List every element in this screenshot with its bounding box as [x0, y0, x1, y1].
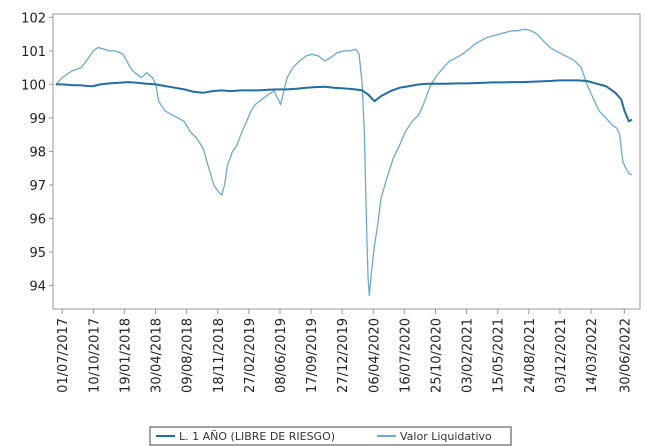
- legend: L. 1 AÑO (LIBRE DE RIESGO) Valor Liquida…: [149, 426, 512, 446]
- x-tick-label-14-03-2022: 14/03/2022: [585, 318, 600, 393]
- y-tick-label-99: 99: [29, 112, 46, 127]
- y-axis: 94 95 96 97 98 99 100 101 102: [21, 11, 53, 295]
- x-tick-label-09-08-2018: 09/08/2018: [181, 318, 196, 393]
- x-tick-label-03-12-2021: 03/12/2021: [554, 318, 569, 393]
- x-tick-label-27-02-2019: 27/02/2019: [243, 318, 258, 393]
- legend-label-valor-liquidativo: Valor Liquidativo: [400, 430, 492, 443]
- y-tick-label-100: 100: [21, 78, 46, 93]
- legend-label-l-1-ano: L. 1 AÑO (LIBRE DE RIESGO): [179, 430, 335, 443]
- plot-area: [52, 13, 641, 310]
- x-tick-label-17-09-2019: 17/09/2019: [305, 318, 320, 393]
- x-axis: 01/07/2017 10/10/2017 19/01/2018 30/04/2018…: [56, 309, 633, 393]
- series-line-l-1-ano-libre-de-riesgo: [55, 79, 633, 123]
- x-tick-label-19-01-2018: 19/01/2018: [118, 318, 133, 393]
- series-line-valor-liquidativo: [55, 28, 633, 297]
- x-tick-label-24-08-2021: 24/08/2021: [523, 318, 538, 393]
- y-tick-label-96: 96: [29, 212, 46, 227]
- x-tick-label-18-11-2018: 18/11/2018: [212, 318, 227, 393]
- y-tick-label-94: 94: [29, 280, 46, 295]
- x-tick-label-01-07-2017: 01/07/2017: [56, 318, 71, 393]
- y-tick-label-101: 101: [21, 45, 46, 60]
- y-tick-label-98: 98: [29, 145, 46, 160]
- y-tick-label-97: 97: [29, 179, 46, 194]
- x-tick-label-27-12-2019: 27/12/2019: [336, 318, 351, 393]
- x-tick-label-16-07-2020: 16/07/2020: [398, 318, 413, 393]
- x-tick-label-10-10-2017: 10/10/2017: [87, 318, 102, 393]
- x-tick-label-30-04-2018: 30/04/2018: [150, 318, 165, 393]
- y-tick-label-95: 95: [29, 246, 46, 261]
- x-tick-label-06-04-2020: 06/04/2020: [367, 318, 382, 393]
- y-tick-label-102: 102: [21, 11, 46, 26]
- x-tick-label-30-06-2022: 30/06/2022: [618, 318, 633, 393]
- x-tick-label-25-10-2020: 25/10/2020: [430, 318, 445, 393]
- x-tick-label-08-06-2019: 08/06/2019: [274, 318, 289, 393]
- x-tick-label-15-05-2021: 15/05/2021: [492, 318, 507, 393]
- legend-box: [149, 426, 512, 446]
- series-lines: [55, 28, 633, 297]
- x-tick-label-03-02-2021: 03/02/2021: [461, 318, 476, 393]
